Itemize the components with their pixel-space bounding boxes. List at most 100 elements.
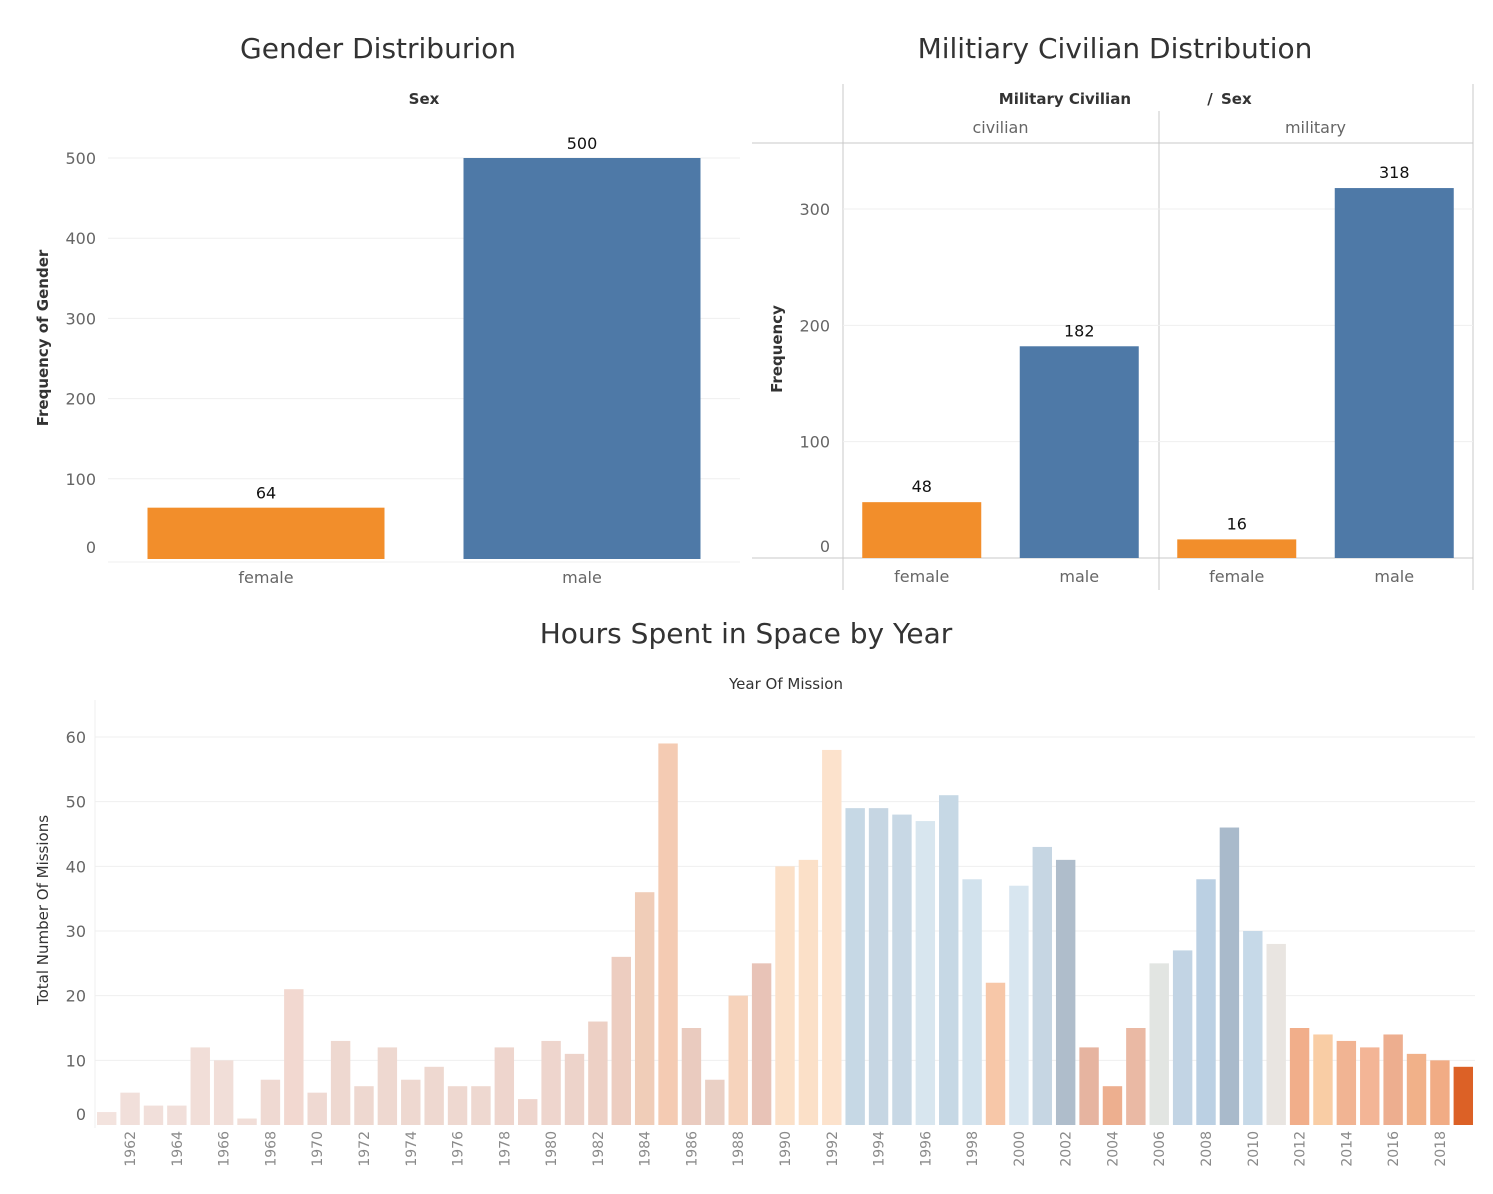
gender-x-tick-label: male: [562, 568, 602, 587]
hours-y-axis-label: Total Number Of Missions: [34, 815, 52, 1006]
hours-bar-2009: [1219, 827, 1240, 1125]
hours-bar-1988: [728, 995, 748, 1125]
military-x-tick-label: male: [1059, 567, 1099, 586]
hours-bar-2011: [1266, 943, 1286, 1125]
hours-x-tick-label: 1998: [965, 1131, 981, 1167]
hours-bar-1976: [447, 1086, 468, 1125]
hours-bar-2008: [1196, 879, 1216, 1125]
gender-data-label: 500: [567, 134, 598, 153]
military-chart-title: Militiary Civilian Distribution: [917, 32, 1313, 65]
hours-x-tick-label: 2018: [1433, 1131, 1449, 1167]
hours-x-tick-label: 1976: [451, 1131, 467, 1167]
military-x-tick-label: female: [894, 567, 949, 586]
hours-x-tick-label: 1984: [638, 1131, 654, 1167]
hours-bar-2012: [1289, 1028, 1310, 1125]
hours-bar-1994: [868, 808, 889, 1125]
hours-bar-2007: [1172, 950, 1193, 1125]
military-bar-civilian-male: [1019, 346, 1139, 558]
hours-bar-2005: [1126, 1028, 1146, 1125]
hours-x-tick-label: 1982: [591, 1131, 607, 1167]
hours-bar-2004: [1102, 1086, 1123, 1125]
military-y-tick-label: 300: [799, 200, 830, 219]
hours-bar-1961: [96, 1112, 117, 1125]
hours-bar-2013: [1313, 1034, 1333, 1125]
hours-y-tick-label: 20: [66, 987, 86, 1006]
hours-x-tick-label: 1974: [404, 1131, 420, 1167]
hours-y-tick-label: 50: [66, 793, 86, 812]
hours-x-tick-label: 2004: [1105, 1131, 1121, 1167]
military-y-tick-label: 100: [799, 433, 830, 452]
hours-bar-1990: [775, 866, 795, 1125]
hours-x-tick-label: 1994: [872, 1131, 888, 1167]
hours-bar-1964: [167, 1105, 187, 1125]
hours-bar-1966: [213, 1060, 234, 1125]
military-group-header-military: military: [1285, 118, 1346, 137]
military-data-label: 16: [1227, 514, 1247, 533]
hours-bar-1993: [845, 808, 865, 1125]
hours-bar-2014: [1336, 1040, 1357, 1125]
hours-x-tick-label: 1966: [217, 1131, 233, 1167]
hours-x-tick-label: 1964: [170, 1131, 186, 1167]
hours-bar-2001: [1032, 846, 1052, 1125]
hours-x-tick-label: 2012: [1293, 1131, 1309, 1167]
hours-bar-1968: [260, 1079, 281, 1125]
gender-y-tick-label: 0: [86, 538, 96, 557]
hours-y-tick-label: 10: [66, 1051, 86, 1070]
gender-y-tick-label: 100: [65, 470, 96, 489]
military-data-label: 318: [1379, 163, 1410, 182]
hours-bar-2015: [1360, 1047, 1380, 1125]
military-bar-military-male: [1334, 188, 1454, 558]
military-y-tick-label: 200: [799, 316, 830, 335]
hours-bar-1996: [915, 821, 936, 1125]
hours-x-tick-label: 2014: [1339, 1131, 1355, 1167]
hours-bar-1991: [798, 859, 819, 1125]
hours-bar-2000: [1009, 885, 1029, 1125]
hours-bar-1970: [307, 1092, 327, 1125]
hours-bar-2003: [1079, 1047, 1099, 1125]
hours-bar-1987: [705, 1079, 725, 1125]
hours-bar-1982: [588, 1021, 608, 1125]
hours-x-tick-label: 2000: [1012, 1131, 1028, 1167]
gender-y-tick-label: 500: [65, 149, 96, 168]
hours-bar-1963: [143, 1105, 164, 1125]
hours-x-tick-label: 2008: [1199, 1131, 1215, 1167]
military-x-tick-label: female: [1209, 567, 1264, 586]
hours-bar-1992: [822, 749, 842, 1125]
hours-chart-title: Hours Spent in Space by Year: [539, 617, 953, 650]
hours-bar-1986: [681, 1028, 702, 1125]
hours-bar-1995: [892, 814, 912, 1125]
hours-x-tick-label: 1972: [357, 1131, 373, 1167]
hours-bar-2016: [1383, 1034, 1403, 1125]
hours-x-tick-label: 1980: [544, 1131, 560, 1167]
gender-chart-title: Gender Distriburion: [240, 32, 516, 65]
hours-x-tick-label: 1992: [825, 1131, 841, 1167]
military-group-header-civilian: civilian: [973, 118, 1029, 137]
military-data-label: 182: [1064, 321, 1095, 340]
hours-x-tick-label: 1990: [778, 1131, 794, 1167]
hours-bar-1983: [611, 956, 631, 1125]
hours-bar-1979: [518, 1099, 538, 1125]
hours-bar-1965: [190, 1047, 210, 1125]
military-bar-civilian-female: [862, 502, 982, 558]
military-bar-military-female: [1177, 539, 1297, 558]
hours-column-header: Year Of Mission: [728, 675, 843, 693]
hours-y-tick-label: 0: [76, 1105, 86, 1124]
hours-bar-2019: [1453, 1066, 1474, 1125]
hours-x-tick-label: 1988: [731, 1131, 747, 1167]
hours-bar-1962: [120, 1092, 140, 1125]
gender-data-label: 64: [256, 484, 276, 503]
hours-bar-1975: [424, 1066, 444, 1125]
hours-bar-2006: [1149, 963, 1169, 1125]
gender-bar-male: [463, 158, 701, 559]
hours-bar-1980: [541, 1040, 561, 1125]
hours-bar-2002: [1055, 859, 1076, 1125]
hours-x-tick-label: 2010: [1246, 1131, 1262, 1167]
gender-x-tick-label: female: [238, 568, 293, 587]
hours-x-tick-label: 1996: [918, 1131, 934, 1167]
hours-y-tick-label: 60: [66, 728, 86, 747]
military-column-header-sub: Sex: [1221, 90, 1252, 108]
hours-y-tick-label: 40: [66, 857, 86, 876]
hours-bar-1999: [985, 982, 1006, 1125]
hours-bar-1974: [401, 1079, 421, 1125]
hours-x-tick-label: 1962: [123, 1131, 139, 1167]
